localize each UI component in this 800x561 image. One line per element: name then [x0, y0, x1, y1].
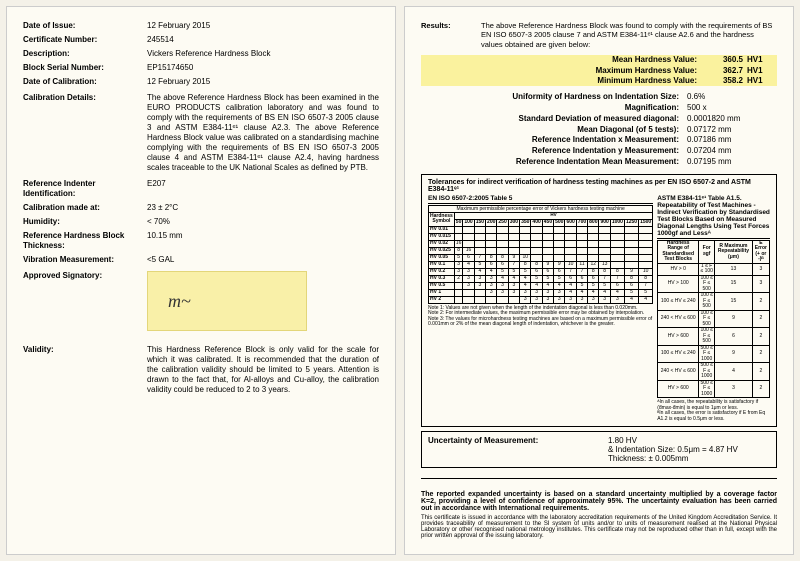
vib-val: <5 GAL — [147, 255, 379, 265]
min-k: Minimum Hardness Value: — [503, 76, 703, 86]
min-v: 358.2 — [703, 76, 743, 86]
doi-val: 12 February 2015 — [147, 21, 379, 31]
vib-label: Vibration Measurement: — [23, 255, 147, 265]
max-k: Maximum Hardness Value: — [503, 66, 703, 76]
tol-r-notes: ᴬIn all cases, the repeatability is sati… — [657, 400, 770, 422]
tol-left: EN ISO 6507-2:2005 Table 5 Maximum permi… — [428, 195, 653, 423]
rhbt-label: Reference Hardness Block Thickness: — [23, 231, 147, 251]
uom-v1: 1.80 HV — [608, 436, 770, 445]
uom-box: Uncertainty of Measurement: 1.80 HV & In… — [421, 431, 777, 468]
signature-icon: m~ — [168, 290, 191, 313]
desc-label: Description: — [23, 49, 147, 59]
m-v: 0.6% — [687, 92, 777, 103]
footer-reg: This certificate is issued in accordance… — [421, 515, 777, 539]
cma-val: 23 ± 2°C — [147, 203, 379, 213]
results-val: The above Reference Hardness Block was f… — [481, 21, 777, 49]
cdet-label: Calibration Details: — [23, 93, 147, 173]
m-k: Magnification: — [421, 103, 687, 114]
tolerance-box: Tolerances for indirect verification of … — [421, 174, 777, 428]
measurements: Uniformity of Hardness on Indentation Si… — [421, 92, 777, 168]
m-v: 0.07195 mm — [687, 157, 777, 168]
tol-right: ASTM E384-11ᵉ¹ Table A1.5. Repeatability… — [657, 195, 770, 423]
bsn-label: Block Serial Number: — [23, 63, 147, 73]
ri-val: E207 — [147, 179, 379, 199]
footer: The reported expanded uncertainty is bas… — [421, 491, 777, 539]
m-k: Uniformity of Hardness on Indentation Si… — [421, 92, 687, 103]
mean-k: Mean Hardness Value: — [503, 55, 703, 65]
mean-v: 360.5 — [703, 55, 743, 65]
rhbt-val: 10.15 mm — [147, 231, 379, 251]
tol-l-title: EN ISO 6507-2:2005 Table 5 — [428, 195, 653, 204]
m-k: Reference Indentation x Measurement: — [421, 135, 687, 146]
doc-val: 12 February 2015 — [147, 77, 379, 87]
m-k: Standard Deviation of measured diagonal: — [421, 114, 687, 125]
ri-label: Reference Indenter Identification: — [23, 179, 147, 199]
uom-v3: Thickness: ± 0.005mm — [608, 454, 770, 463]
tol-r-title: ASTM E384-11ᵉ¹ Table A1.5. Repeatability… — [657, 195, 770, 239]
hum-val: < 70% — [147, 217, 379, 227]
doi-label: Date of Issue: — [23, 21, 147, 31]
uom-v: 1.80 HV & Indentation Size: 0.5μm = 4.87… — [608, 436, 770, 463]
cert-label: Certificate Number: — [23, 35, 147, 45]
signature-box: m~ — [147, 271, 307, 331]
cma-label: Calibration made at: — [23, 203, 147, 213]
uom-k: Uncertainty of Measurement: — [428, 436, 608, 463]
mean-u: HV1 — [743, 55, 777, 65]
m-v: 0.0001820 mm — [687, 114, 777, 125]
separator — [421, 478, 777, 479]
hardness-values: Mean Hardness Value:360.5HV1 Maximum Har… — [421, 55, 777, 86]
m-k: Reference Indentation Mean Measurement: — [421, 157, 687, 168]
desc-val: Vickers Reference Hardness Block — [147, 49, 379, 59]
cdet-val: The above Reference Hardness Block has b… — [147, 93, 379, 173]
m-v: 0.07172 mm — [687, 125, 777, 136]
sig-label: Approved Signatory: — [23, 271, 147, 341]
max-v: 362.7 — [703, 66, 743, 76]
m-v: 0.07186 mm — [687, 135, 777, 146]
right-page: Results:The above Reference Hardness Blo… — [404, 6, 794, 555]
hum-label: Humidity: — [23, 217, 147, 227]
m-v: 500 x — [687, 103, 777, 114]
valid-val: This Hardness Reference Block is only va… — [147, 345, 379, 395]
min-u: HV1 — [743, 76, 777, 86]
m-k: Reference Indentation y Measurement: — [421, 146, 687, 157]
m-v: 0.07204 mm — [687, 146, 777, 157]
cert-val: 245514 — [147, 35, 379, 45]
results-label: Results: — [421, 21, 481, 49]
max-u: HV1 — [743, 66, 777, 76]
m-k: Mean Diagonal (of 5 tests): — [421, 125, 687, 136]
footer-bold: The reported expanded uncertainty is bas… — [421, 491, 777, 512]
valid-label: Validity: — [23, 345, 147, 395]
tol-l-sub: Maximum permissible percentage error of … — [428, 205, 653, 212]
left-page: Date of Issue:12 February 2015 Certifica… — [6, 6, 396, 555]
uom-v2: & Indentation Size: 0.5μm = 4.87 HV — [608, 445, 770, 454]
tol-l-notes: Note 1: Values are not given when the le… — [428, 306, 653, 328]
tol-hdr: Tolerances for indirect verification of … — [428, 179, 770, 193]
doc-label: Date of Calibration: — [23, 77, 147, 87]
bsn-val: EP15174650 — [147, 63, 379, 73]
